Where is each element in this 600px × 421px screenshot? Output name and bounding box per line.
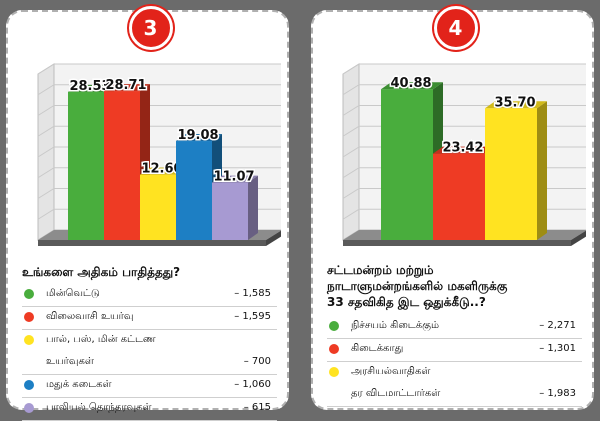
legend-label: விலைவாசி உயர்வு (46, 311, 134, 322)
bar-front (104, 91, 140, 240)
legend-count: – 615 (243, 402, 271, 413)
legend-row: அரசியல்வாதிகள் (327, 362, 582, 384)
bar-top (212, 175, 258, 183)
legend-label: நிச்சயம் கிடைக்கும் (351, 320, 440, 331)
data-label: 23.42 (442, 141, 483, 156)
legend-swatch (329, 344, 339, 354)
gridline (37, 84, 281, 96)
legend-row: பாலியல் தொந்தரவுகள் – 615 (22, 398, 277, 421)
chart-floor-side (571, 230, 586, 246)
legend-label: மதுக் கடைகள் (46, 379, 112, 390)
chart-floor-edge (38, 240, 266, 246)
legend-count: – 1,060 (234, 379, 271, 390)
legend-row: மின்வெட்டு – 1,585 (22, 284, 277, 307)
bar-front (176, 141, 212, 240)
bar-top (485, 101, 547, 109)
bar-front (212, 182, 248, 240)
gridline (37, 63, 281, 75)
legend-row: நிச்சயம் கிடைக்கும் – 2,271 (327, 316, 582, 339)
legend-swatch (24, 312, 34, 322)
legend-row: தர விடமாட்டார்கள் – 1,983 (327, 384, 582, 407)
legend-swatch (24, 289, 34, 299)
legend-label: மின்வெட்டு (46, 288, 100, 299)
data-label: 12.60 (141, 162, 182, 177)
legend-swatch (329, 321, 339, 331)
legend-row: உயர்வுகள் – 700 (22, 352, 277, 375)
legend-label: தர விடமாட்டார்கள் (351, 388, 441, 399)
gridline (37, 125, 281, 137)
chart-floor-edge (343, 240, 571, 246)
bar-top (140, 167, 186, 175)
legend-label: அரசியல்வாதிகள் (351, 366, 431, 377)
data-label: 11.07 (213, 170, 254, 185)
bar (485, 101, 547, 240)
legend-row: பால், பஸ், மின் கட்டண (22, 330, 277, 352)
bar-side (537, 101, 547, 240)
question-4-line-3: 33 சதவிகித இட ஒதுக்கீடு..? (327, 295, 486, 309)
legend-row: கிடைக்காது – 1,301 (327, 339, 582, 362)
data-label: 28.53 (69, 79, 110, 94)
bar-top (68, 85, 114, 93)
chart-floor-side (266, 230, 281, 246)
gridline (37, 105, 281, 116)
bar-chart-4: 40.88 23.42 35.70 (342, 63, 586, 246)
badge-4: 4 (433, 6, 478, 50)
legend-count: – 1,983 (539, 388, 576, 399)
bar-front (485, 108, 537, 240)
bar-side (248, 175, 258, 240)
legend-row: மதுக் கடைகள் – 1,060 (22, 375, 277, 398)
question-4-line-2: நாடாளுமன்றங்களில் மகளிருக்கு (327, 279, 508, 293)
bar-top (433, 146, 495, 154)
legend-row: விலைவாசி உயர்வு – 1,595 (22, 307, 277, 330)
bar-front (381, 89, 433, 240)
legend-label: உயர்வுகள் (46, 356, 94, 367)
question-4: சட்டமன்றம் மற்றும் நாடாளுமன்றங்களில் மகள… (327, 262, 507, 310)
legend-label: பால், பஸ், மின் கட்டண (46, 334, 156, 345)
legend-swatch (24, 335, 34, 345)
legend-count: – 2,271 (539, 320, 576, 331)
legend-count: – 1,595 (234, 311, 271, 322)
question-4-line-1: சட்டமன்றம் மற்றும் (327, 263, 434, 277)
bar (212, 175, 258, 240)
bar-front (68, 92, 104, 240)
legend-swatch (24, 403, 34, 413)
legend-count: – 1,585 (234, 288, 271, 299)
bar-front (433, 153, 485, 240)
bar-top (104, 84, 150, 92)
data-label: 28.71 (105, 78, 146, 93)
gridline (342, 84, 586, 96)
poll-card-4: 4 40.88 23.42 35.70 சட்டமன்றம் மற்றும் நாட… (311, 6, 594, 410)
legend-3: மின்வெட்டு – 1,585 விலைவாசி உயர்வு – 1,595 ப… (22, 284, 277, 421)
bar-top (381, 82, 443, 90)
legend-swatch (24, 380, 34, 390)
legend-swatch (329, 367, 339, 377)
legend-4: நிச்சயம் கிடைக்கும் – 2,271 கிடைக்காது – 1,… (327, 316, 582, 407)
poll-card-3: 3 28.53 28.71 12.60 19.08 11.07 உங்களை அதிகம… (6, 6, 289, 421)
legend-count: – 700 (243, 356, 271, 367)
question-3: உங்களை அதிகம் பாதித்தது? (22, 265, 181, 279)
gridline (342, 63, 586, 75)
data-label: 19.08 (177, 128, 218, 143)
bar-front (140, 174, 176, 240)
data-label: 35.70 (494, 95, 535, 110)
badge-3: 3 (128, 6, 173, 50)
legend-count: – 1,301 (539, 343, 576, 354)
data-label: 40.88 (390, 76, 431, 91)
legend-label: கிடைக்காது (351, 343, 404, 354)
bar-top (176, 134, 222, 142)
legend-label: பாலியல் தொந்தரவுகள் (46, 402, 152, 413)
